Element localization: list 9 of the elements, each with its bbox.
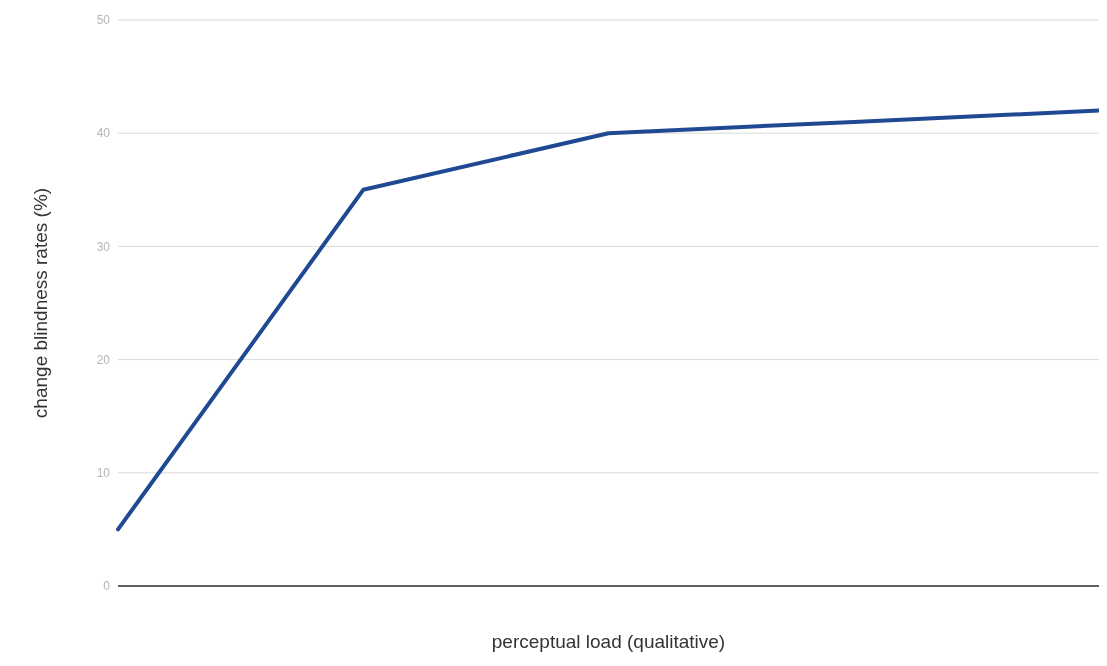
y-axis-title: change blindness rates (%): [29, 187, 51, 419]
x-axis-title: perceptual load (qualitative): [491, 631, 726, 652]
y-tick-label: 10: [96, 466, 111, 481]
y-tick-label: 30: [96, 239, 111, 254]
y-tick-label: 0: [103, 579, 111, 594]
y-tick-label: 20: [96, 352, 111, 367]
y-tick-label: 50: [96, 13, 111, 28]
y-tick-label: 40: [96, 126, 111, 141]
line-series: [116, 108, 1099, 532]
